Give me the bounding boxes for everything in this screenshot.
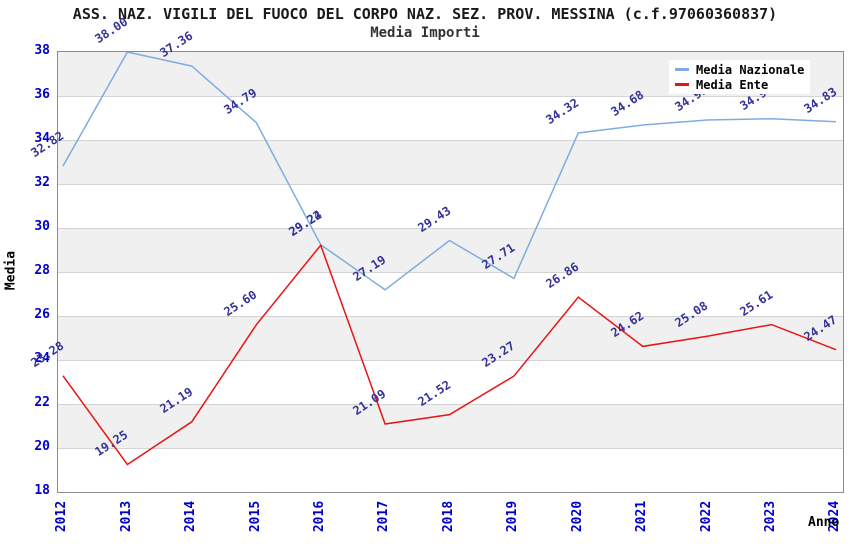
gridline	[58, 184, 843, 185]
x-tick-text: 2022	[698, 500, 714, 532]
plot-band	[58, 96, 843, 140]
x-tick-text: 2013	[118, 500, 134, 532]
x-tick-text: 2018	[441, 500, 456, 532]
chart-title: ASS. NAZ. VIGILI DEL FUOCO DEL CORPO NAZ…	[72, 5, 778, 23]
y-tick-label: 20	[34, 439, 50, 454]
chart-subtitle: Media Importi	[370, 25, 480, 41]
plot-band	[58, 272, 843, 316]
y-tick-label: 18	[34, 483, 50, 498]
x-tick-label: 2022	[686, 496, 726, 536]
x-tick-label: 2019	[493, 496, 533, 536]
plot-band	[58, 184, 843, 228]
x-tick-label: 2013	[106, 496, 146, 536]
x-tick-text: 2014	[183, 500, 199, 532]
series-lines	[62, 52, 837, 466]
legend-label-media-nazionale: Media Nazionale	[696, 62, 805, 77]
x-tick-text: 2015	[247, 500, 263, 532]
plot-band	[58, 228, 843, 272]
x-tick-text: 2016	[312, 500, 328, 532]
media-nazionale-line	[62, 52, 837, 291]
plot-band	[58, 316, 843, 360]
x-tick-label: 2015	[235, 496, 275, 536]
y-tick-label: 24	[34, 351, 50, 366]
gridline	[58, 96, 843, 97]
y-tick-label: 32	[34, 175, 50, 190]
y-tick-label: 22	[34, 395, 50, 410]
media-nazionale-line-swatch	[675, 68, 689, 71]
gridline	[58, 360, 843, 361]
x-tick-label: 2017	[364, 496, 404, 536]
x-tick-text: 2021	[634, 500, 650, 532]
legend-item-media-nazionale: Media Nazionale	[675, 62, 810, 77]
plot-band	[58, 404, 843, 448]
plot-band	[58, 448, 843, 492]
x-tick-label: 2018	[429, 496, 469, 536]
x-tick-label: 2014	[171, 496, 211, 536]
y-tick-label: 36	[34, 87, 50, 102]
y-tick-label: 28	[34, 263, 50, 278]
legend: Media Nazionale Media Ente	[669, 60, 810, 94]
x-tick-text: 2020	[569, 500, 585, 532]
gridline	[58, 448, 843, 449]
x-tick-text: 2017	[376, 500, 392, 532]
x-tick-label: 2023	[751, 496, 791, 536]
plot-area	[57, 51, 844, 493]
x-axis-title: Anno	[808, 515, 840, 530]
legend-label-media-ente: Media Ente	[696, 77, 769, 92]
x-tick-label: 2012	[42, 496, 82, 536]
gridline	[58, 228, 843, 229]
y-tick-label: 34	[34, 131, 50, 146]
x-tick-text: 2023	[763, 500, 779, 532]
x-tick-label: 2016	[300, 496, 340, 536]
y-tick-label: 38	[34, 43, 50, 58]
y-tick-label: 26	[34, 307, 50, 322]
x-tick-label: 2020	[557, 496, 597, 536]
media-ente-line	[62, 243, 837, 466]
media-ente-line-swatch	[675, 83, 689, 86]
x-tick-text: 2019	[505, 500, 521, 532]
gridline	[58, 140, 843, 141]
gridline	[58, 316, 843, 317]
x-tick-label: 2021	[622, 496, 662, 536]
gridline	[58, 404, 843, 405]
x-tick-text: 2012	[54, 500, 70, 532]
y-tick-label: 30	[34, 219, 50, 234]
plot-band	[58, 360, 843, 404]
gridline	[58, 272, 843, 273]
plot-band	[58, 140, 843, 184]
legend-item-media-ente: Media Ente	[675, 77, 810, 92]
